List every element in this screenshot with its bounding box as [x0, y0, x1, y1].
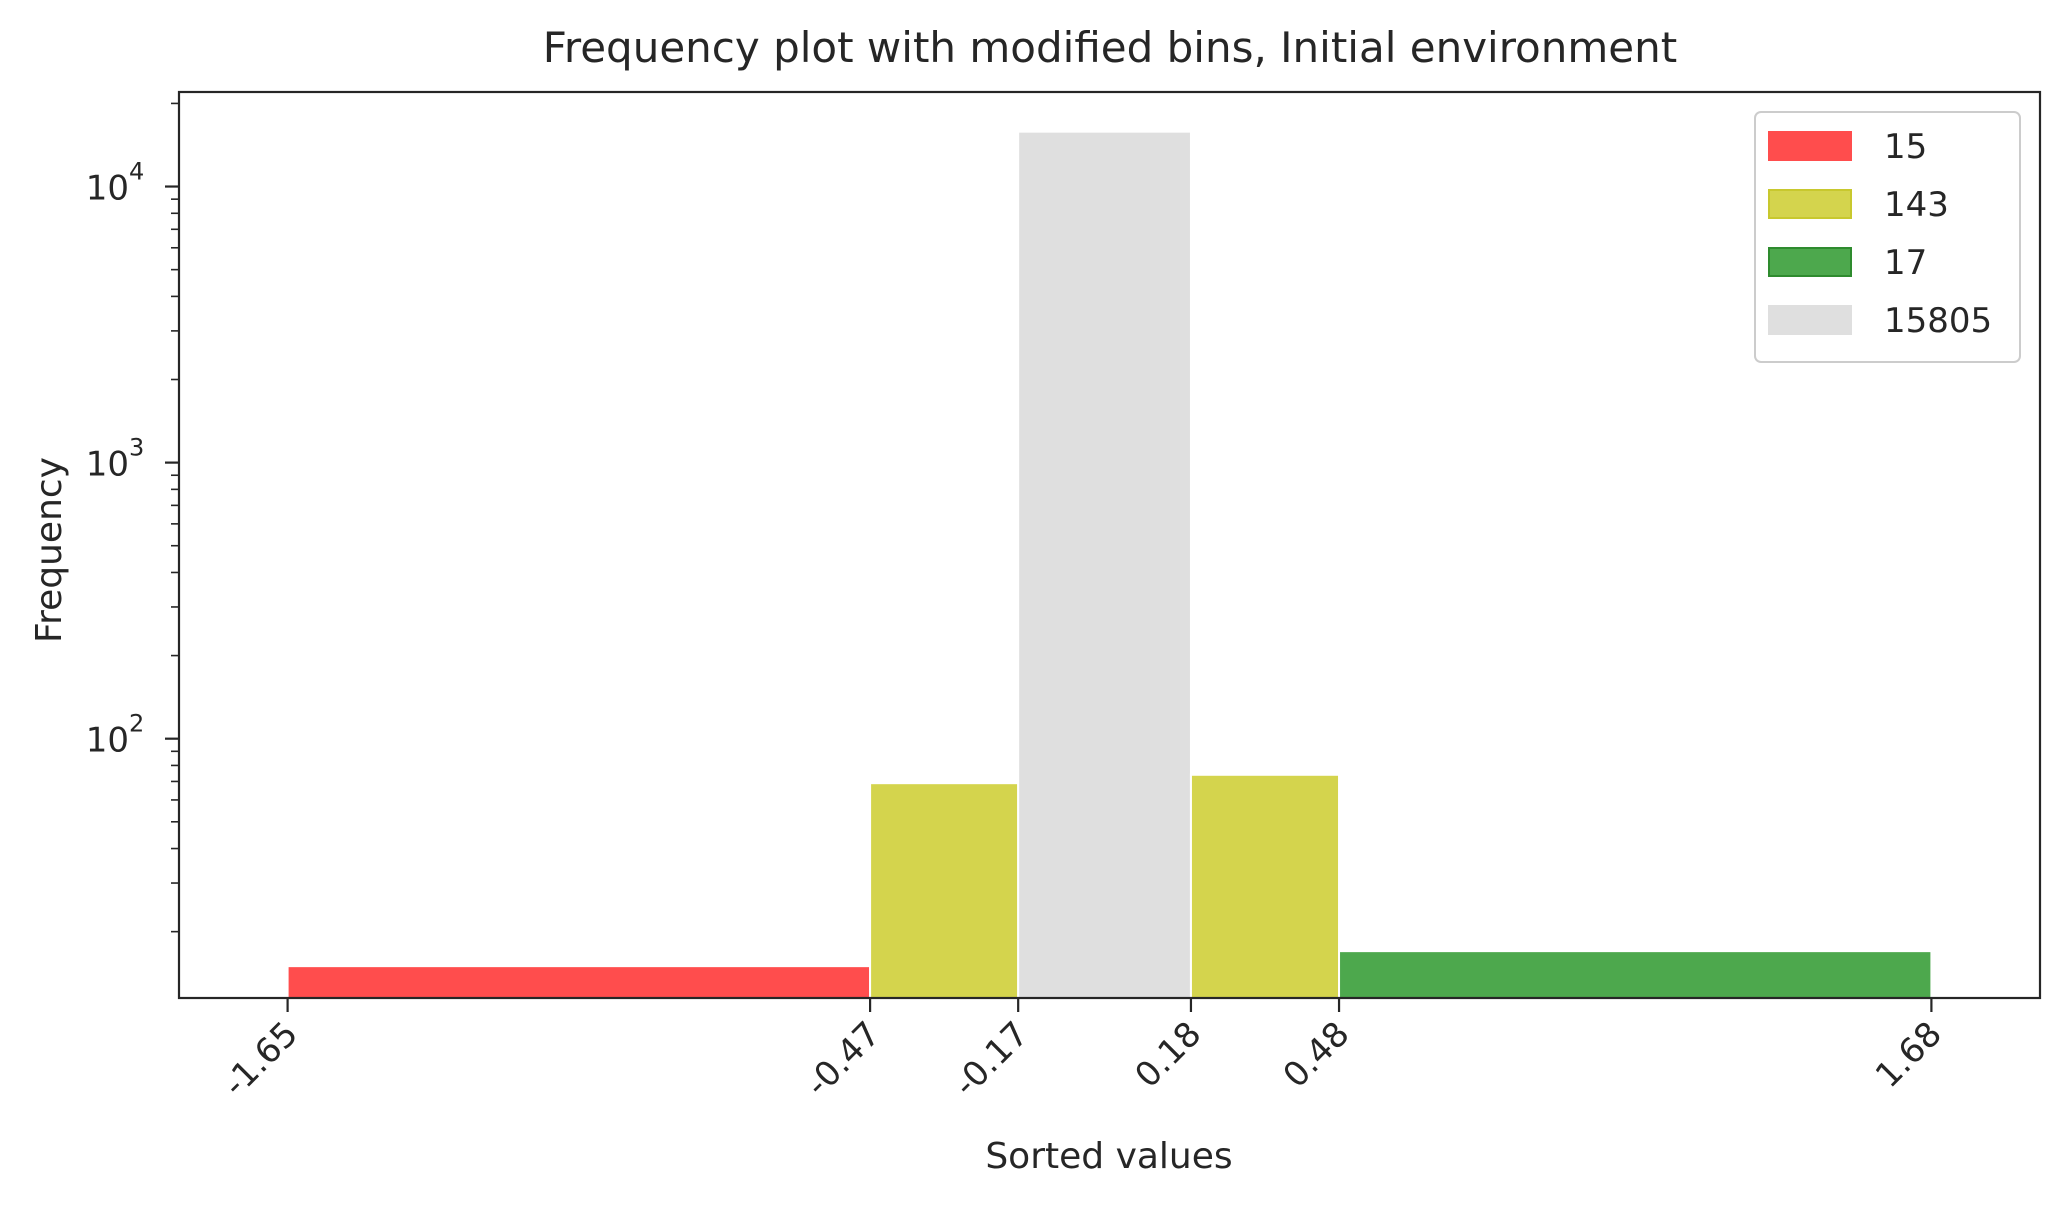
- legend-swatch: [1768, 131, 1852, 161]
- y-tick-label: 10: [86, 169, 129, 209]
- legend: 15 143 17 15805: [1754, 111, 2021, 363]
- legend-swatch: [1768, 305, 1852, 335]
- histogram-bar: [1189, 773, 1341, 999]
- legend-label: 143: [1884, 185, 1949, 225]
- histogram-bar: [286, 965, 872, 999]
- y-tick-label: 10: [86, 445, 129, 485]
- x-tick-label: -0.47: [798, 1014, 888, 1104]
- legend-swatch: [1768, 247, 1852, 277]
- y-tick-exponent: 4: [129, 158, 144, 186]
- x-axis-label: Sorted values: [985, 1136, 1232, 1177]
- x-tick-label: 0.48: [1276, 1014, 1358, 1096]
- histogram-bar: [869, 782, 1020, 1000]
- y-tick-label: 10: [86, 721, 129, 761]
- x-tick-label: -0.17: [946, 1014, 1036, 1104]
- y-axis-label: Frequency: [29, 457, 70, 643]
- x-tick-label: -1.65: [215, 1014, 305, 1104]
- histogram-bar: [1017, 130, 1192, 1000]
- x-tick-label: 1.68: [1868, 1014, 1950, 1096]
- y-tick-exponent: 3: [129, 434, 144, 462]
- chart-title: Frequency plot with modified bins, Initi…: [543, 23, 1677, 72]
- legend-box: [1754, 111, 2021, 363]
- legend-label: 15: [1884, 127, 1927, 167]
- x-axis: -1.65 -0.47 -0.17 0.18 0.48 1.68: [215, 998, 1950, 1105]
- legend-label: 17: [1884, 243, 1927, 283]
- legend-swatch: [1768, 189, 1852, 219]
- bars-group: [286, 130, 1933, 1000]
- histogram-bar: [1338, 950, 1933, 1000]
- y-tick-exponent: 2: [129, 710, 144, 738]
- legend-label: 15805: [1884, 301, 1992, 341]
- x-tick-label: 0.18: [1127, 1014, 1209, 1096]
